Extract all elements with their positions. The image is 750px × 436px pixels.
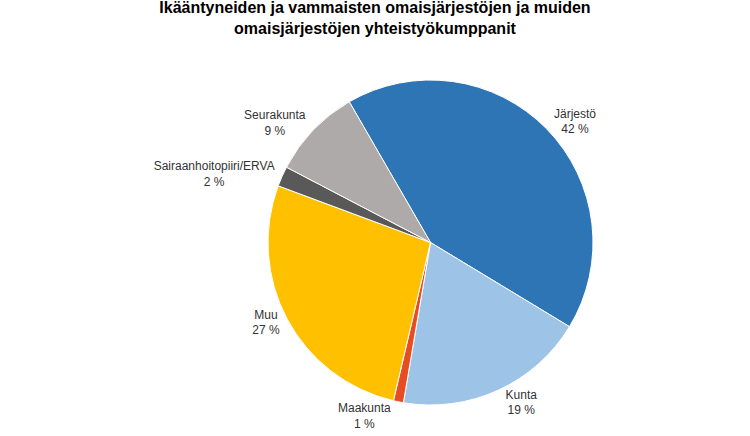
svg-text:Järjestö42 %: Järjestö42 %	[554, 107, 596, 137]
svg-text:Ikääntyneiden ja vammaisten om: Ikääntyneiden ja vammaisten omaisjärjest…	[159, 0, 590, 37]
svg-text:Kunta19 %: Kunta19 %	[506, 388, 538, 418]
svg-text:Muu27 %: Muu27 %	[252, 308, 280, 338]
svg-text:Seurakunta9 %: Seurakunta9 %	[244, 108, 306, 138]
svg-text:Sairaanhoitopiiri/ERVA2 %: Sairaanhoitopiiri/ERVA2 %	[154, 159, 275, 189]
svg-text:Maakunta1 %: Maakunta1 %	[338, 401, 391, 431]
